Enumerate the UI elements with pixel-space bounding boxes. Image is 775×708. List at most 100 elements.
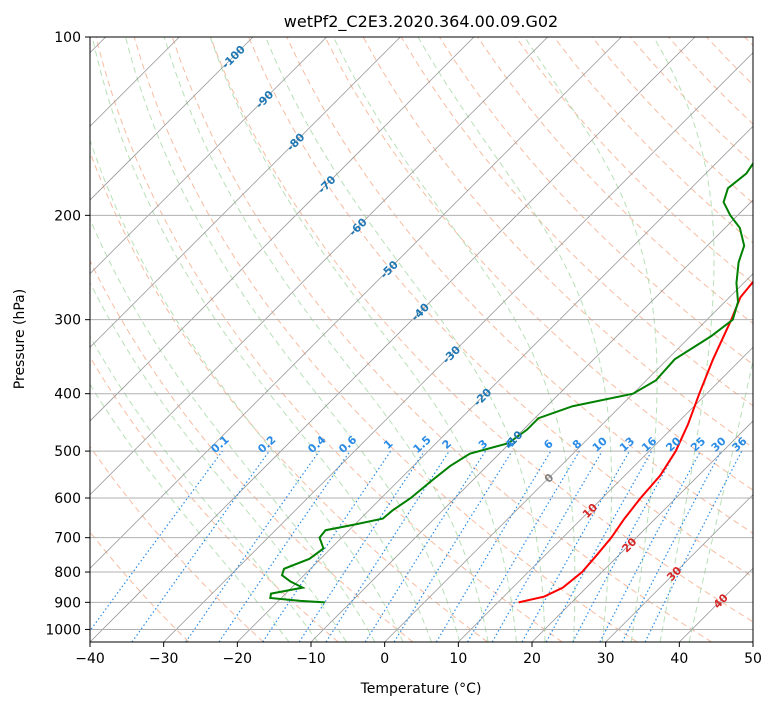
isotherm-line — [90, 37, 696, 642]
dry-adiabat — [248, 37, 753, 578]
moist-adiabat — [90, 335, 319, 642]
mixing-ratio-label: 1.5 — [411, 433, 434, 456]
isotherm-line — [605, 494, 753, 642]
isotherm-line — [90, 37, 475, 422]
isotherm-line — [163, 52, 753, 642]
dry-adiabat — [591, 37, 753, 204]
moist-adiabat — [332, 37, 576, 642]
isotherm-line — [752, 641, 753, 642]
y-tick-label: 600 — [54, 491, 81, 507]
dry-adiabat — [90, 356, 339, 642]
chart-title: wetPf2_C2E3.2020.364.00.09.G02 — [284, 12, 558, 32]
moist-adiabats — [90, 37, 753, 642]
mixing-ratio-line — [364, 450, 486, 642]
mixing-ratio-line — [599, 450, 702, 642]
profile-series — [269, 161, 753, 604]
x-axis-ticks: −40 −30 −20 −10 0 10 20 30 40 50 — [75, 642, 762, 667]
isotherm-line — [310, 199, 753, 642]
mixing-ratio-label: 2 — [440, 437, 454, 452]
mixing-ratio-line — [521, 450, 631, 642]
mixing-ratio-label: 0.1 — [208, 433, 231, 456]
y-axis-ticks: 100 200 300 400 500 600 700 800 900 1000 — [45, 30, 90, 638]
mixing-ratio-line — [90, 450, 223, 632]
isotherm-line — [237, 125, 753, 642]
moist-adiabat — [524, 37, 658, 642]
x-tick-label: −30 — [149, 651, 179, 667]
isotherm-label: -10 — [502, 428, 525, 451]
moist-adiabat — [209, 37, 517, 642]
y-tick-label: 900 — [54, 595, 81, 611]
dewpoint-line — [269, 161, 753, 604]
temperature-line — [518, 280, 753, 604]
isotherm-label: -20 — [471, 385, 494, 408]
mixing-ratio-label: 8 — [570, 437, 584, 452]
moist-adiabat — [91, 37, 432, 642]
dry-adiabat — [171, 37, 712, 642]
mixing-ratio-line — [262, 450, 392, 642]
x-axis-label: Temperature (°C) — [360, 681, 482, 697]
plot-frame — [89, 36, 754, 643]
mixing-ratio-label: 6 — [541, 437, 556, 452]
isotherm-line — [531, 420, 753, 642]
dry-adiabat — [553, 37, 753, 244]
dry-adiabat — [133, 37, 638, 642]
dry-adiabat — [90, 150, 488, 642]
isotherm-label: 0 — [542, 471, 557, 486]
dry-adiabat — [90, 531, 190, 642]
y-tick-label: 1000 — [45, 622, 81, 638]
mixing-ratio-line — [131, 450, 270, 642]
dry-adiabat — [515, 37, 753, 284]
x-tick-label: −10 — [296, 651, 326, 667]
mixing-ratio-line — [572, 450, 677, 642]
x-tick-label: −20 — [223, 651, 253, 667]
y-tick-label: 400 — [54, 387, 81, 403]
isotherm-label: -100 — [219, 43, 248, 72]
mixing-ratio-line — [393, 450, 513, 642]
isotherm-line — [90, 37, 401, 348]
dry-adiabat — [90, 259, 414, 642]
moist-adiabat — [688, 358, 753, 642]
x-tick-label: 30 — [597, 651, 615, 667]
mixing-ratio-line — [325, 450, 450, 642]
isotherm-label: -80 — [284, 130, 307, 153]
y-tick-label: 500 — [54, 444, 81, 460]
mixing-ratio-label: 0.6 — [336, 433, 359, 456]
isotherm-line — [384, 273, 753, 642]
mixing-ratio-lines — [90, 450, 743, 642]
isotherm-line — [458, 346, 753, 642]
moist-adiabat — [125, 37, 461, 642]
mixing-ratio-label: 0.4 — [305, 433, 328, 456]
plot-layers: 0.1 0.2 0.4 0.6 1 1.5 2 3 4 6 8 10 13 16 20 25 30 36-100-… — [90, 37, 753, 642]
isotherm-line — [90, 37, 548, 496]
y-tick-label: 700 — [54, 531, 81, 547]
moist-adiabat — [653, 37, 715, 642]
skewed-isotherms — [90, 37, 753, 642]
moist-adiabat — [417, 37, 613, 642]
dry-adiabat — [286, 37, 753, 534]
isotherm-line — [90, 37, 622, 569]
isotherm-label: -40 — [409, 300, 432, 323]
isotherm-label: -90 — [253, 88, 276, 111]
dry-adiabat — [706, 37, 753, 86]
y-tick-label: 800 — [54, 565, 81, 581]
x-tick-label: 20 — [523, 651, 541, 667]
x-tick-label: 40 — [670, 651, 688, 667]
mixing-ratio-line — [218, 450, 351, 642]
isotherm-line — [679, 567, 753, 642]
y-tick-label: 100 — [54, 30, 81, 46]
moist-adiabat — [90, 383, 290, 642]
y-axis-label: Pressure (hPa) — [12, 289, 28, 389]
isotherm-label: 10 — [580, 501, 600, 521]
moist-adiabat — [163, 37, 489, 642]
mixing-ratio-line — [185, 450, 320, 642]
y-tick-label: 300 — [54, 313, 81, 329]
moist-adiabat — [90, 138, 404, 642]
dry-adiabat — [95, 37, 563, 642]
dry-adiabat — [324, 37, 753, 491]
moist-adiabat — [90, 281, 347, 642]
mixing-ratio-line — [298, 450, 425, 642]
dry-adiabat — [210, 37, 753, 623]
isotherm-line — [90, 37, 327, 275]
dry-adiabat — [90, 445, 264, 642]
